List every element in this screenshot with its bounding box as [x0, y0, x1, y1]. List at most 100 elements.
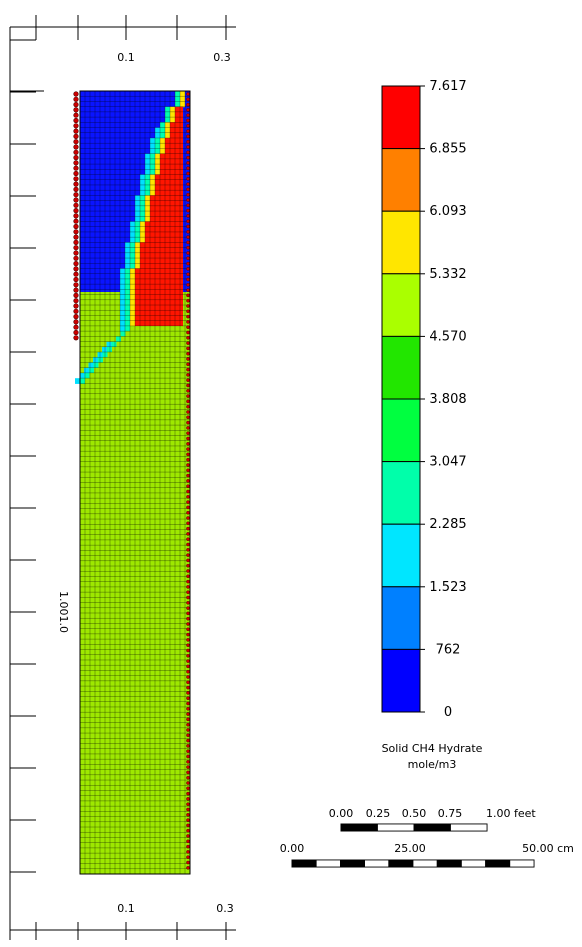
- transition-cell: [98, 357, 103, 364]
- well-marker-right: [186, 648, 190, 653]
- well-marker-left: [73, 308, 79, 314]
- well-marker-right: [186, 844, 190, 849]
- transition-cell: [130, 284, 135, 290]
- well-marker-right: [186, 500, 190, 504]
- transition-cell: [135, 200, 140, 207]
- well-marker-left: [73, 202, 79, 208]
- transition-cell: [120, 320, 125, 327]
- well-marker-right: [186, 548, 190, 552]
- hydrate-saturated-cell-row: [135, 299, 183, 306]
- transition-cell: [150, 164, 155, 170]
- hydrate-saturated-cell-row: [145, 231, 183, 238]
- legend-level-label: 3.047: [429, 455, 466, 470]
- hydrate-saturated-cell-row: [165, 148, 183, 155]
- transition-cell: [155, 158, 160, 165]
- well-marker-left: [73, 192, 79, 198]
- legend-color-swatch: [381, 523, 421, 588]
- well-marker-right: [186, 765, 190, 769]
- well-marker-right: [186, 309, 190, 314]
- left-axis-ticks: [10, 39, 44, 873]
- well-marker-right: [186, 139, 190, 144]
- transition-cell: [145, 174, 150, 181]
- well-marker-right: [186, 616, 190, 621]
- well-marker-right: [186, 346, 190, 351]
- well-marker-right: [186, 351, 190, 356]
- hydrate-saturated-cell-row: [155, 184, 183, 191]
- scale-feet-segment: [413, 823, 451, 832]
- well-marker-left: [73, 239, 79, 245]
- well-marker-right: [186, 410, 190, 414]
- well-marker-left: [73, 266, 79, 272]
- hydrate-saturated-cell-row: [150, 205, 183, 212]
- well-marker-right: [186, 866, 190, 870]
- transition-cell: [140, 184, 145, 191]
- hydrate-saturated-cell-row: [145, 237, 183, 243]
- transition-cell: [165, 106, 170, 113]
- well-marker-right: [186, 813, 190, 817]
- well-marker-left: [73, 123, 79, 129]
- hydrate-saturated-cell-row: [160, 153, 183, 160]
- well-marker-left: [73, 165, 79, 171]
- well-marker-right: [186, 717, 190, 722]
- well-marker-right: [186, 712, 190, 716]
- well-marker-right: [186, 770, 190, 775]
- transition-cell: [135, 216, 140, 222]
- lower-zone-cell-row: [107, 352, 190, 358]
- transition-cell: [125, 278, 130, 285]
- legend-level-label: 2.285: [429, 517, 466, 532]
- simulation-grid: [73, 90, 191, 875]
- transition-cell: [150, 184, 155, 191]
- well-marker-left: [73, 128, 79, 134]
- well-marker-right: [186, 505, 190, 510]
- transition-cell: [160, 143, 165, 149]
- well-marker-right: [186, 563, 190, 568]
- well-marker-right: [186, 463, 190, 467]
- transition-cell: [135, 252, 140, 259]
- transition-cell: [130, 294, 135, 301]
- well-marker-right: [186, 510, 190, 515]
- transition-cell: [145, 153, 150, 160]
- transition-cell: [140, 211, 145, 217]
- transition-cell: [120, 273, 125, 280]
- well-marker-right: [186, 484, 190, 489]
- transition-cell: [170, 117, 175, 123]
- well-marker-right: [186, 394, 190, 398]
- well-marker-left: [73, 181, 79, 187]
- transition-cell: [125, 310, 130, 316]
- lower-zone-cell-row: [112, 346, 190, 353]
- legend-color-swatch: [381, 210, 421, 275]
- transition-cell: [140, 195, 145, 202]
- well-marker-left: [73, 298, 79, 304]
- hydrate-saturated-cell-row: [165, 137, 183, 144]
- well-marker-right: [186, 256, 190, 261]
- well-marker-left: [73, 91, 79, 97]
- hydrate-saturated-cell-row: [150, 200, 183, 207]
- well-marker-right: [186, 579, 190, 584]
- hydrate-saturated-cell-row: [155, 190, 183, 196]
- hydrate-saturated-cell-row: [165, 143, 183, 149]
- scale-cm-segment: [339, 859, 365, 868]
- well-marker-left: [73, 96, 79, 102]
- well-marker-right: [186, 601, 190, 605]
- color-legend: 7.617 6.855 6.093 5.332 4.570 3.808 3.047 2.285…: [381, 79, 467, 720]
- left-axis: 1.001.0: [9, 27, 70, 940]
- well-marker-right: [186, 860, 190, 865]
- transition-cell: [135, 195, 140, 202]
- well-marker-right: [186, 187, 190, 192]
- transition-cell: [93, 362, 99, 369]
- transition-cell: [125, 284, 130, 290]
- well-marker-right: [186, 526, 190, 531]
- well-marker-right: [186, 335, 190, 340]
- well-marker-right: [186, 229, 190, 234]
- well-marker-left: [73, 287, 79, 293]
- well-marker-left: [73, 139, 79, 145]
- transition-cell: [155, 169, 160, 176]
- well-marker-right: [186, 415, 190, 420]
- hydrate-saturated-cell-row: [140, 263, 183, 269]
- transition-cell: [150, 174, 155, 181]
- transition-cell: [155, 132, 160, 139]
- well-marker-right: [186, 532, 190, 536]
- transition-cell: [125, 258, 130, 264]
- well-marker-right: [186, 404, 190, 409]
- well-marker-right: [186, 357, 190, 361]
